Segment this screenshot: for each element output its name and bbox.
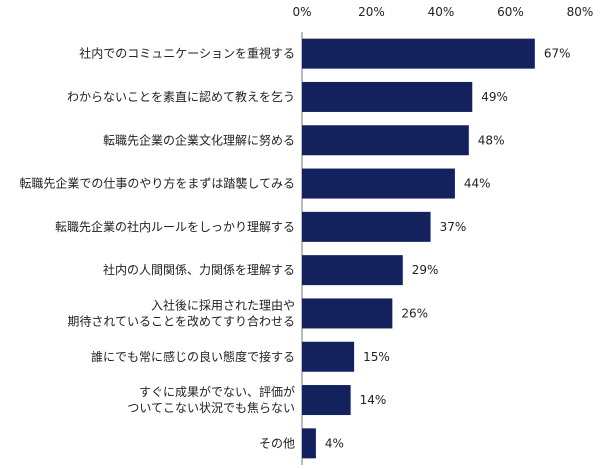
data-label: 14% xyxy=(360,393,387,407)
category-label: その他 xyxy=(259,436,295,450)
bar xyxy=(302,168,455,199)
x-tick-label: 20% xyxy=(358,5,385,19)
x-tick-label: 80% xyxy=(567,5,594,19)
category-label: ついてこない状況でも焦らない xyxy=(127,400,295,415)
bar xyxy=(302,125,469,156)
category-label: すぐに成果がでない、評価が xyxy=(139,384,295,399)
bar xyxy=(302,385,351,416)
category-label: 社内でのコミュニケーションを重視する xyxy=(79,46,295,61)
data-label: 67% xyxy=(544,47,571,61)
x-tick-label: 60% xyxy=(497,5,524,19)
bars xyxy=(302,38,535,459)
data-label: 48% xyxy=(478,133,505,147)
x-axis-ticks: 0% 20% 40% 60% 80% xyxy=(292,5,593,19)
value-labels: 67% 49% 48% 44% 37% 29% 26% 15% 14% 4% xyxy=(325,47,571,451)
data-label: 4% xyxy=(325,436,344,450)
data-label: 49% xyxy=(481,90,508,104)
bar xyxy=(302,255,403,286)
category-label: 誰にでも常に感じの良い態度で接する xyxy=(91,349,295,364)
bar xyxy=(302,211,431,242)
x-tick-label: 40% xyxy=(428,5,455,19)
bar xyxy=(302,38,535,69)
data-label: 26% xyxy=(401,306,428,320)
category-label: 入社後に採用された理由や xyxy=(151,297,295,312)
x-tick-label: 0% xyxy=(292,5,311,19)
bar xyxy=(302,341,355,372)
category-label: 転職先企業の企業文化理解に努める xyxy=(103,132,295,147)
category-labels: 社内でのコミュニケーションを重視するわからないことを素直に認めて教えを乞う転職先… xyxy=(19,46,295,451)
category-label: 期待されていることを改めてすり合わせる xyxy=(67,313,295,328)
bar xyxy=(302,298,393,329)
data-label: 29% xyxy=(412,263,439,277)
category-label: 転職先企業の社内ルールをしっかり理解する xyxy=(55,219,295,234)
data-label: 44% xyxy=(464,177,491,191)
bar xyxy=(302,428,316,459)
data-label: 15% xyxy=(363,350,390,364)
category-label: 社内の人間関係、力関係を理解する xyxy=(103,262,295,277)
category-label: 転職先企業での仕事のやり方をまずは踏襲してみる xyxy=(19,176,295,191)
data-label: 37% xyxy=(440,220,467,234)
bar xyxy=(302,81,473,112)
category-label: わからないことを素直に認めて教えを乞う xyxy=(67,89,295,104)
